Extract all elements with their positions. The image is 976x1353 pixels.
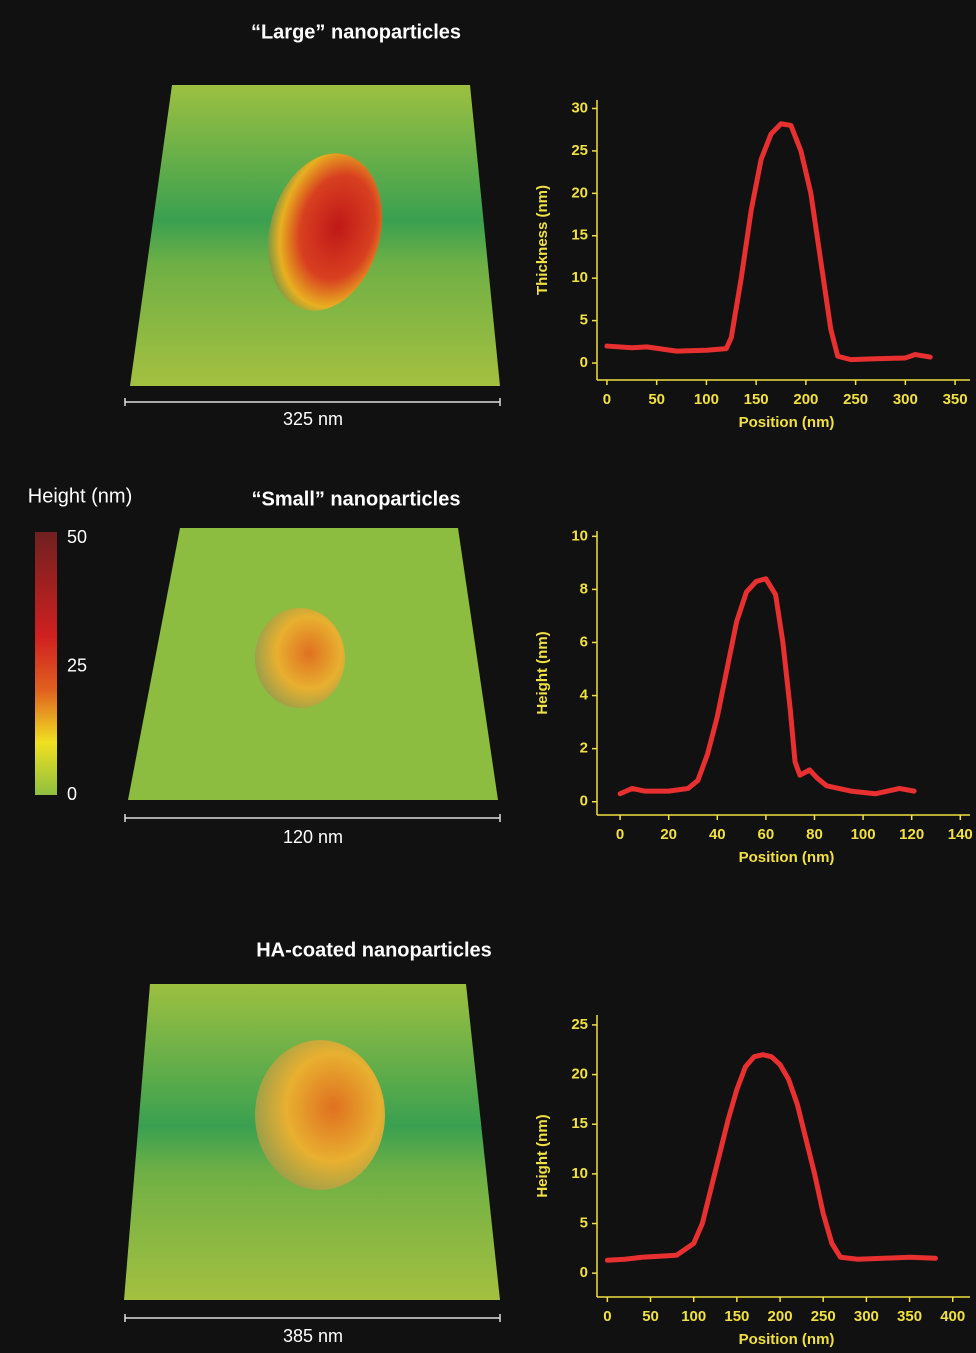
x-tick-label: 0 — [603, 391, 611, 408]
y-tick-label: 10 — [571, 269, 588, 286]
y-tick-label: 25 — [571, 142, 588, 159]
y-tick-label: 4 — [580, 687, 589, 704]
x-tick-label: 50 — [642, 1308, 659, 1325]
panel-title: “Small” nanoparticles — [252, 488, 461, 510]
colorbar-tick-label: 50 — [67, 527, 87, 547]
scale-label: 385 nm — [283, 1326, 343, 1346]
x-tick-label: 200 — [768, 1308, 793, 1325]
afm-particle — [267, 153, 383, 311]
panel-title: “Large” nanoparticles — [251, 21, 461, 43]
x-axis-title: Position (nm) — [739, 1331, 835, 1348]
y-tick-label: 8 — [580, 580, 588, 597]
y-tick-label: 30 — [571, 99, 588, 116]
x-tick-label: 40 — [709, 826, 726, 843]
afm-images — [35, 85, 500, 1300]
colorbar-label: Height (nm) — [28, 485, 132, 507]
x-tick-label: 350 — [943, 391, 968, 408]
panel-title: HA-coated nanoparticles — [256, 939, 492, 961]
x-tick-label: 60 — [758, 826, 775, 843]
x-tick-label: 0 — [616, 826, 624, 843]
y-tick-label: 15 — [571, 227, 588, 244]
y-tick-label: 20 — [571, 184, 588, 201]
afm-particle — [255, 1040, 385, 1190]
x-tick-label: 0 — [603, 1308, 611, 1325]
scale-label: 120 nm — [283, 827, 343, 847]
y-tick-label: 15 — [571, 1115, 588, 1132]
y-tick-label: 0 — [580, 1264, 588, 1281]
y-tick-label: 0 — [580, 793, 588, 810]
y-axis-title: Height (nm) — [534, 1114, 551, 1197]
x-tick-label: 50 — [648, 391, 665, 408]
y-tick-label: 25 — [571, 1016, 588, 1033]
x-axis-title: Position (nm) — [739, 849, 835, 866]
x-tick-label: 100 — [851, 826, 876, 843]
x-tick-label: 200 — [793, 391, 818, 408]
y-axis-title: Height (nm) — [534, 631, 551, 714]
x-tick-label: 350 — [897, 1308, 922, 1325]
colorbar-tick-label: 0 — [67, 784, 77, 804]
data-line — [604, 121, 933, 363]
x-tick-label: 250 — [843, 391, 868, 408]
y-tick-label: 2 — [580, 740, 588, 757]
data-line — [617, 576, 917, 797]
x-tick-label: 400 — [940, 1308, 965, 1325]
x-tick-label: 250 — [811, 1308, 836, 1325]
y-tick-label: 6 — [580, 633, 588, 650]
colorbar — [35, 532, 57, 795]
x-tick-label: 80 — [806, 826, 823, 843]
y-tick-label: 5 — [580, 312, 588, 329]
x-tick-label: 300 — [854, 1308, 879, 1325]
y-tick-label: 10 — [571, 1165, 588, 1182]
y-tick-label: 10 — [571, 527, 588, 544]
x-tick-label: 20 — [660, 826, 677, 843]
scale-label: 325 nm — [283, 409, 343, 429]
x-tick-label: 120 — [899, 826, 924, 843]
x-tick-label: 100 — [694, 391, 719, 408]
y-tick-label: 5 — [580, 1214, 588, 1231]
x-tick-label: 100 — [681, 1308, 706, 1325]
x-tick-label: 300 — [893, 391, 918, 408]
y-axis-title: Thickness (nm) — [534, 185, 551, 295]
x-tick-label: 140 — [948, 826, 973, 843]
y-tick-label: 0 — [580, 354, 588, 371]
data-line — [604, 1052, 938, 1263]
scale-bars — [124, 398, 501, 1322]
x-axis-title: Position (nm) — [739, 414, 835, 431]
y-tick-label: 20 — [571, 1066, 588, 1083]
x-tick-label: 150 — [744, 391, 769, 408]
x-tick-label: 150 — [724, 1308, 749, 1325]
colorbar-tick-label: 25 — [67, 655, 87, 675]
afm-particle — [255, 608, 345, 708]
